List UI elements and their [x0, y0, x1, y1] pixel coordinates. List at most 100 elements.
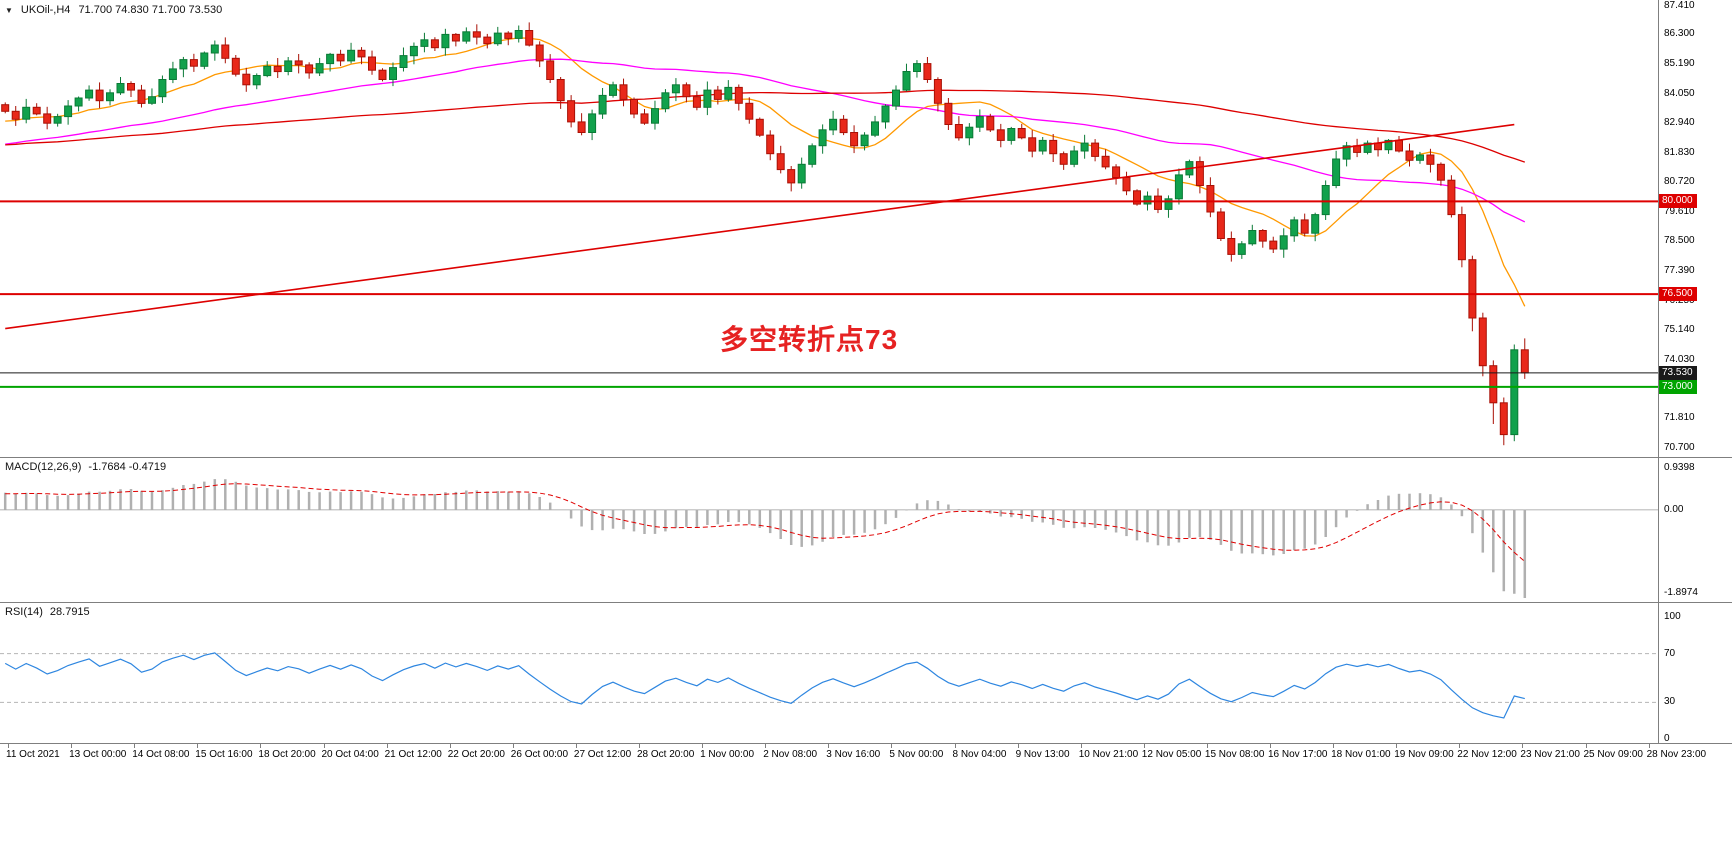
- price-tick-label: 71.810: [1664, 412, 1695, 424]
- time-label: 22 Oct 20:00: [447, 749, 505, 760]
- trendline[interactable]: [5, 123, 1515, 330]
- candle: [1478, 317, 1487, 367]
- candle: [944, 102, 953, 126]
- candle: [1049, 139, 1058, 155]
- candle: [43, 113, 52, 124]
- candle: [850, 132, 859, 147]
- time-label: 3 Nov 16:00: [826, 749, 881, 760]
- candle: [95, 89, 104, 102]
- candle: [1520, 349, 1529, 374]
- candle: [1206, 185, 1215, 213]
- candle: [1426, 154, 1435, 165]
- price-panel: ▼ UKOil-,H4 71.700 74.830 71.700 73.530 …: [0, 0, 1732, 457]
- chart-dropdown-triangle-icon[interactable]: ▼: [5, 5, 13, 15]
- rsi-axis[interactable]: 100 70 30 0: [1659, 603, 1732, 744]
- price-tick-label: 82.940: [1664, 117, 1695, 129]
- macd-axis-label: -1.8974: [1664, 587, 1698, 598]
- candle: [420, 39, 429, 47]
- candles: [1, 22, 1529, 446]
- candle: [965, 126, 974, 139]
- candle: [1195, 161, 1204, 187]
- candle: [546, 60, 555, 81]
- time-label: 22 Nov 12:00: [1457, 749, 1517, 760]
- price-tick-label: 85.190: [1664, 57, 1695, 69]
- candle: [472, 31, 481, 38]
- candle: [210, 44, 219, 54]
- candle: [902, 71, 911, 91]
- candle: [399, 55, 408, 68]
- candle: [630, 98, 638, 115]
- price-tick-label: 81.830: [1664, 146, 1695, 158]
- candle: [1416, 154, 1424, 161]
- chart-symbol-timeframe: UKOil-,H4: [20, 4, 71, 16]
- candle: [1101, 155, 1110, 168]
- candle: [127, 83, 135, 91]
- time-tick: [1648, 744, 1650, 748]
- candle: [661, 92, 670, 110]
- price-tick-label: 77.390: [1664, 264, 1695, 276]
- price-tick-label: 86.300: [1664, 28, 1695, 40]
- candle: [1070, 150, 1079, 165]
- time-tick: [702, 744, 704, 748]
- price-line-label: 80.000: [1659, 194, 1697, 209]
- candle: [1164, 198, 1173, 210]
- macd-axis-label: 0.00: [1664, 503, 1684, 515]
- time-tick: [828, 744, 830, 748]
- candle: [1311, 214, 1320, 234]
- candle: [11, 110, 20, 120]
- time-axis[interactable]: 11 Oct 2021 13 Oct 00:00 14 Oct 08:00 15 Oc…: [0, 743, 1732, 843]
- rsi-value: 28.7915: [49, 606, 90, 618]
- candle: [745, 102, 754, 120]
- candle: [839, 118, 848, 134]
- rsi-axis-label: 100: [1664, 611, 1681, 622]
- candle: [525, 30, 534, 46]
- candle: [158, 79, 167, 98]
- rsi-chart[interactable]: [0, 603, 1658, 744]
- time-label: 18 Oct 20:00: [258, 749, 316, 760]
- candle: [1174, 174, 1183, 200]
- candle: [766, 134, 775, 155]
- candle: [148, 96, 156, 104]
- macd-axis[interactable]: 0.9398 0.00 -1.8974: [1659, 458, 1732, 603]
- candle: [1122, 177, 1131, 192]
- candle: [588, 113, 597, 134]
- candle: [1279, 235, 1288, 250]
- candle: [1258, 230, 1267, 242]
- candle: [1499, 402, 1508, 436]
- price-axis[interactable]: 87.410 86.300 85.190 84.050 82.940 81.830 80.7…: [1659, 0, 1732, 457]
- time-label: 16 Nov 17:00: [1268, 749, 1328, 760]
- time-label: 27 Oct 12:00: [573, 749, 632, 760]
- time-tick: [1270, 744, 1271, 748]
- candle: [1248, 230, 1257, 245]
- time-tick: [1333, 744, 1335, 748]
- macd-label: MACD(12,26,9) -1.7684 -0.4719: [5, 461, 166, 473]
- time-tick: [1206, 744, 1208, 748]
- time-tick: [1459, 744, 1461, 748]
- candle: [106, 92, 114, 102]
- candle: [231, 57, 240, 75]
- candle: [116, 83, 125, 94]
- candle: [32, 106, 41, 115]
- candle: [53, 116, 62, 124]
- time-label: 18 Nov 01:00: [1331, 749, 1391, 760]
- candle: [221, 44, 230, 59]
- candle: [923, 63, 932, 80]
- candle: [368, 56, 376, 71]
- time-label: 9 Nov 13:00: [1015, 749, 1070, 760]
- candle: [860, 134, 869, 147]
- candle: [692, 96, 701, 108]
- price-line-label: 76.500: [1659, 287, 1697, 302]
- candle: [430, 39, 439, 49]
- candle: [703, 89, 712, 108]
- candle: [1038, 139, 1047, 152]
- price-chart[interactable]: [0, 0, 1658, 457]
- price-tick-label: 87.410: [1664, 0, 1695, 11]
- candle: [514, 30, 523, 39]
- price-tick-label: 84.050: [1664, 88, 1695, 100]
- candle: [671, 84, 680, 94]
- time-tick: [575, 744, 577, 748]
- macd-chart[interactable]: [0, 458, 1658, 603]
- candle: [483, 36, 492, 45]
- candle: [1321, 185, 1330, 216]
